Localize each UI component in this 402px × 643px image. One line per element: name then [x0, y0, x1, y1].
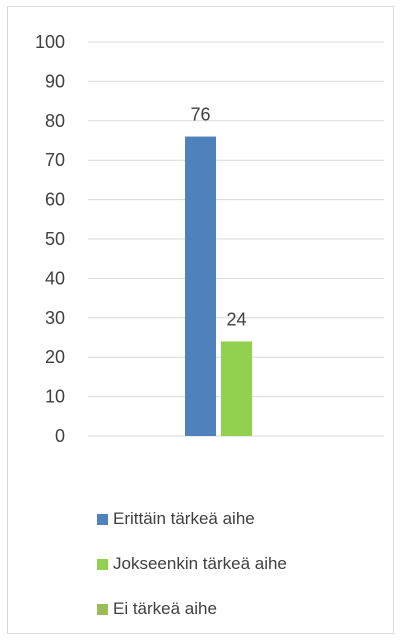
y-tick-label: 10	[45, 387, 65, 407]
bar-2	[221, 341, 252, 436]
legend: Erittäin tärkeä aihe Jokseenkin tärkeä a…	[97, 508, 287, 643]
legend-label-jokseenkin: Jokseenkin tärkeä aihe	[113, 554, 287, 573]
y-tick-label: 30	[45, 308, 65, 328]
legend-item-jokseenkin: Jokseenkin tärkeä aihe	[97, 553, 287, 575]
y-tick-label: 60	[45, 190, 65, 210]
legend-label-erittain: Erittäin tärkeä aihe	[113, 509, 255, 528]
y-tick-label: 80	[45, 111, 65, 131]
legend-label-ei: Ei tärkeä aihe	[113, 599, 217, 618]
data-labels: 76 24	[190, 105, 246, 330]
legend-swatch-jokseenkin	[97, 558, 108, 570]
y-tick-label: 50	[45, 229, 65, 249]
bars	[185, 136, 252, 436]
y-tick-label: 20	[45, 347, 65, 367]
y-tick-label: 40	[45, 268, 65, 288]
y-tick-label: 70	[45, 150, 65, 170]
legend-item-ei: Ei tärkeä aihe	[97, 598, 287, 620]
data-label-2: 24	[226, 309, 246, 329]
gridlines	[88, 41, 384, 437]
y-tick-label: 90	[45, 71, 65, 91]
legend-swatch-ei	[97, 603, 108, 615]
data-label-1: 76	[190, 105, 210, 125]
legend-item-erittain: Erittäin tärkeä aihe	[97, 508, 287, 530]
bar-1	[185, 136, 216, 436]
legend-swatch-erittain	[97, 513, 108, 525]
y-axis-ticks: 0 10 20 30 40 50 60 70 80 90 100	[35, 32, 65, 446]
y-tick-label: 100	[35, 32, 65, 52]
y-tick-label: 0	[55, 426, 65, 446]
